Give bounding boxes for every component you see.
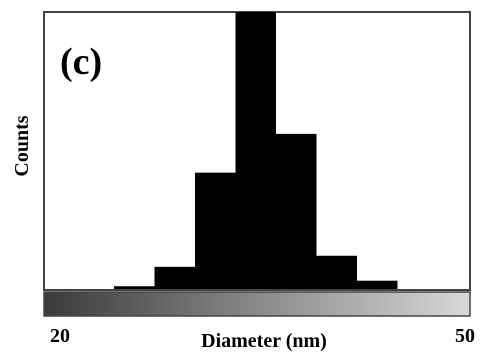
histogram-bar-4 [276,133,317,289]
histogram-bar-0 [114,286,155,289]
x-tick-label-max: 50 [455,325,475,347]
y-axis-label: Counts [11,115,33,176]
x-axis-label: Diameter (nm) [201,330,327,352]
histogram-bar-5 [316,255,357,289]
histogram-bar-6 [357,280,398,289]
histogram-bar-2 [195,172,236,289]
histogram-bar-1 [154,266,195,289]
histogram-bar-3 [235,12,276,289]
histogram-bars [114,12,398,289]
panel-label: (c) [60,41,102,83]
x-tick-label-min: 20 [50,325,70,347]
diameter-gradient-bar [43,291,471,317]
